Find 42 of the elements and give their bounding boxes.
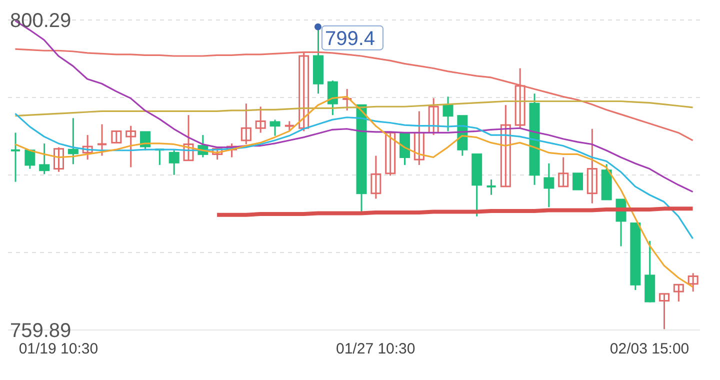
candlestick xyxy=(39,142,50,175)
candlestick xyxy=(298,51,310,132)
candlestick xyxy=(270,118,280,137)
candlestick xyxy=(96,124,108,156)
line-series xyxy=(14,100,694,117)
x-tick-label: 01/19 10:30 xyxy=(18,340,98,358)
candlestick xyxy=(414,110,424,166)
candlestick xyxy=(240,102,252,145)
candlestick xyxy=(284,120,295,132)
candlestick xyxy=(586,128,598,204)
candlestick xyxy=(327,80,338,116)
candlestick xyxy=(183,114,194,162)
candlestick xyxy=(428,97,439,136)
candlestick xyxy=(82,134,93,160)
candlestick xyxy=(212,148,223,160)
y-tick-label: 759.89 xyxy=(10,320,72,342)
candlestick xyxy=(168,150,180,176)
candlestick xyxy=(558,156,569,188)
candlestick xyxy=(10,132,21,183)
candlestick xyxy=(68,117,78,165)
candlestick xyxy=(572,172,583,190)
candlestick xyxy=(688,272,698,292)
line-series xyxy=(14,112,694,240)
candlestick xyxy=(442,96,454,132)
x-tick-label: 01/27 10:30 xyxy=(336,340,416,358)
candlestick xyxy=(544,162,554,208)
candlestick xyxy=(385,132,396,176)
candlestick xyxy=(673,284,684,302)
annotation: 799.4 xyxy=(324,28,376,50)
candlestick xyxy=(659,293,670,330)
x-tick-label: 02/03 15:00 xyxy=(610,340,690,358)
candlestick xyxy=(111,130,122,144)
y-tick-label: 800.29 xyxy=(10,10,72,32)
candlestick xyxy=(255,106,266,134)
candlestick xyxy=(500,104,511,188)
candlestick xyxy=(514,68,526,129)
candlestick xyxy=(126,125,136,168)
candlestick xyxy=(54,146,64,173)
candlestick xyxy=(486,178,497,196)
candlestick xyxy=(24,148,36,170)
candlestick xyxy=(370,154,382,200)
line-series xyxy=(14,48,694,142)
